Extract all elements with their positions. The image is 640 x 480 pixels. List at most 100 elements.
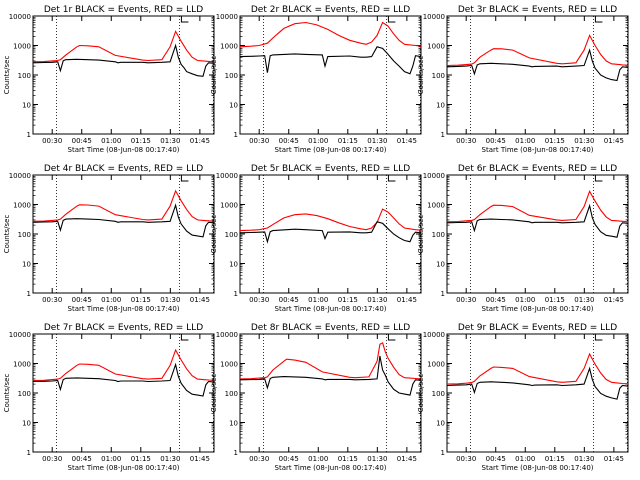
y-tick-label: 100 <box>432 231 445 239</box>
y-tick-label: 1 <box>441 131 445 139</box>
bracket-marker <box>594 175 603 182</box>
x-tick-label: 01:00 <box>515 296 535 304</box>
series-line-lld <box>446 189 629 223</box>
x-tick-label: 01:15 <box>131 455 151 463</box>
x-tick-label: 00:30 <box>42 296 62 304</box>
plot-frame <box>32 174 215 294</box>
series-line-lld <box>239 208 422 232</box>
x-tick-label: 01:00 <box>101 296 121 304</box>
y-tick-label: 10 <box>229 420 238 428</box>
series-line-events <box>446 366 629 400</box>
y-tick-label: 100 <box>18 390 31 398</box>
chart-title: Det 9r BLACK = Events, RED = LLD <box>458 323 617 333</box>
y-tick-label: 10000 <box>9 13 31 21</box>
x-tick-label: 01:30 <box>574 455 594 463</box>
x-axis-label: Start Time (08-Jun-08 00:17:40) <box>482 464 594 472</box>
chart-title: Det 6r BLACK = Events, RED = LLD <box>458 164 617 174</box>
x-tick-label: 01:30 <box>160 455 180 463</box>
x-tick-label: 00:30 <box>456 137 476 145</box>
x-tick-label: 01:00 <box>308 296 328 304</box>
chart-panel-4: Det 4r BLACK = Events, RED = LLD 1 10 100 10… <box>3 164 215 313</box>
y-axis-label: Counts/sec <box>417 215 425 254</box>
plot-frame <box>32 333 215 453</box>
x-tick-label: 01:00 <box>308 455 328 463</box>
y-axis-label: Counts/sec <box>210 56 218 95</box>
y-axis-label: Counts/sec <box>3 215 11 254</box>
series-line-events <box>446 48 629 82</box>
x-tick-label: 00:30 <box>249 296 269 304</box>
series-line-events <box>32 43 215 77</box>
x-tick-label: 01:30 <box>367 296 387 304</box>
x-tick-label: 01:45 <box>604 455 624 463</box>
x-tick-label: 01:00 <box>101 455 121 463</box>
y-axis-label: Counts/sec <box>417 374 425 413</box>
y-tick-label: 10000 <box>216 13 238 21</box>
y-tick-label: 1000 <box>13 361 31 369</box>
x-tick-label: 01:45 <box>190 455 210 463</box>
y-tick-label: 1 <box>441 290 445 298</box>
bracket-marker <box>180 16 189 23</box>
series-line-lld <box>32 189 215 222</box>
x-tick-label: 01:45 <box>397 296 417 304</box>
x-tick-label: 00:45 <box>486 455 506 463</box>
x-tick-label: 01:00 <box>308 137 328 145</box>
plot-frame <box>239 333 422 453</box>
y-tick-label: 100 <box>225 231 238 239</box>
y-tick-label: 10000 <box>423 172 445 180</box>
series-line-events <box>239 355 422 396</box>
x-tick-label: 01:45 <box>604 137 624 145</box>
y-tick-label: 10000 <box>216 172 238 180</box>
y-tick-label: 1000 <box>220 43 238 51</box>
bracket-marker <box>594 334 603 341</box>
chart-panel-3: Det 3r BLACK = Events, RED = LLD 1 10 100 10… <box>417 5 629 154</box>
x-axis-label: Start Time (08-Jun-08 00:17:40) <box>68 305 180 313</box>
x-axis-label: Start Time (08-Jun-08 00:17:40) <box>482 146 594 154</box>
chart-panel-2: Det 2r BLACK = Events, RED = LLD 1 10 100 10… <box>210 5 422 154</box>
bracket-marker <box>180 334 189 341</box>
bracket-marker <box>594 16 603 23</box>
y-tick-label: 1 <box>441 449 445 457</box>
y-tick-label: 1000 <box>427 361 445 369</box>
x-tick-label: 01:15 <box>338 296 358 304</box>
y-tick-label: 100 <box>225 72 238 80</box>
y-tick-label: 1000 <box>13 202 31 210</box>
y-tick-label: 10 <box>22 102 31 110</box>
bracket-marker <box>387 16 396 23</box>
y-tick-label: 10 <box>229 102 238 110</box>
y-tick-label: 1000 <box>220 361 238 369</box>
series-line-events <box>446 203 629 238</box>
x-tick-label: 00:45 <box>486 137 506 145</box>
x-axis-label: Start Time (08-Jun-08 00:17:40) <box>482 305 594 313</box>
x-tick-label: 00:45 <box>279 455 299 463</box>
x-tick-label: 01:00 <box>101 137 121 145</box>
series-line-lld <box>239 342 422 380</box>
x-tick-label: 01:15 <box>545 296 565 304</box>
x-tick-label: 01:45 <box>397 455 417 463</box>
x-axis-label: Start Time (08-Jun-08 00:17:40) <box>275 146 387 154</box>
chart-panel-8: Det 8r BLACK = Events, RED = LLD 1 10 100 10… <box>210 323 422 472</box>
series-line-lld <box>446 352 629 385</box>
chart-panel-7: Det 7r BLACK = Events, RED = LLD 1 10 100 10… <box>3 323 215 472</box>
x-tick-label: 01:30 <box>160 296 180 304</box>
y-tick-label: 10000 <box>9 172 31 180</box>
x-tick-label: 00:30 <box>249 455 269 463</box>
series-line-events <box>32 362 215 397</box>
plot-frame <box>32 15 215 135</box>
x-tick-label: 01:15 <box>545 137 565 145</box>
x-tick-label: 00:45 <box>72 455 92 463</box>
x-tick-label: 01:00 <box>515 455 535 463</box>
x-tick-label: 01:15 <box>131 137 151 145</box>
series-line-lld <box>32 348 215 382</box>
y-axis-label: Counts/sec <box>417 56 425 95</box>
x-tick-label: 01:30 <box>367 455 387 463</box>
y-tick-label: 1 <box>234 131 238 139</box>
y-tick-label: 1 <box>27 290 31 298</box>
x-tick-label: 00:45 <box>279 137 299 145</box>
y-tick-label: 10 <box>229 261 238 269</box>
y-tick-label: 10 <box>22 420 31 428</box>
y-tick-label: 1000 <box>220 202 238 210</box>
y-tick-label: 1 <box>27 449 31 457</box>
chart-title: Det 3r BLACK = Events, RED = LLD <box>458 5 617 15</box>
x-tick-label: 01:30 <box>160 137 180 145</box>
